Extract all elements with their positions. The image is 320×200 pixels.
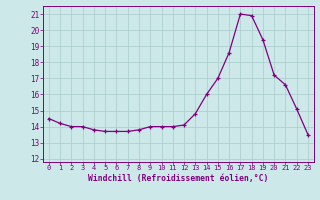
X-axis label: Windchill (Refroidissement éolien,°C): Windchill (Refroidissement éolien,°C) <box>88 174 268 183</box>
